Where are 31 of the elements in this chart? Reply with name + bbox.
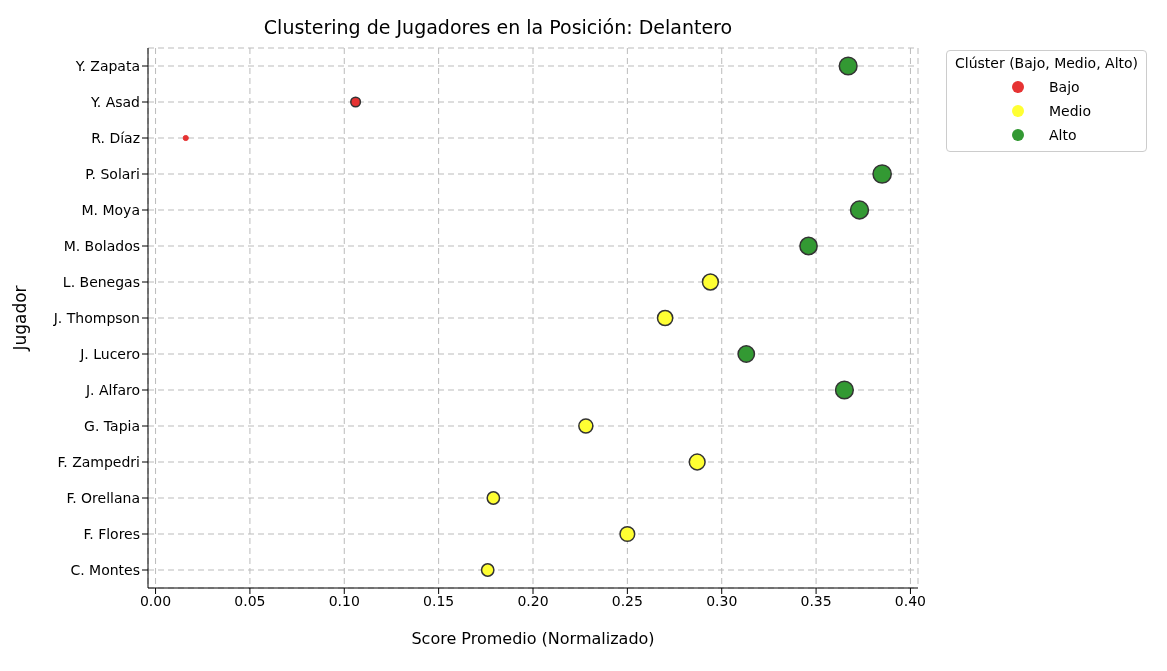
y-tick-label: L. Benegas: [62, 273, 140, 290]
y-tick-label: J. Thompson: [52, 309, 140, 326]
y-tick-label: Y. Asad: [90, 93, 140, 110]
y-tick-label: J. Alfaro: [84, 381, 140, 398]
x-tick-label: 0.10: [328, 592, 360, 609]
y-tick-label: R. Díaz: [91, 129, 140, 146]
x-tick-label: 0.15: [423, 592, 455, 609]
legend-label: Medio: [1049, 103, 1092, 119]
y-axis-title: Jugador: [10, 285, 31, 352]
y-tick-label: F. Flores: [83, 525, 140, 542]
y-tick-label: J. Lucero: [79, 345, 140, 362]
x-tick-label: 0.05: [234, 592, 266, 609]
y-tick-label: M. Moya: [81, 201, 140, 218]
y-tick-label: P. Solari: [85, 165, 140, 182]
x-tick-label: 0.20: [517, 592, 549, 609]
legend-label: Alto: [1049, 127, 1077, 143]
x-tick-label: 0.25: [611, 592, 643, 609]
y-tick-label: F. Zampedri: [57, 453, 140, 470]
y-tick-label: F. Orellana: [66, 489, 140, 506]
x-axis-title: Score Promedio (Normalizado): [411, 629, 655, 648]
x-tick-label: 0.35: [800, 592, 832, 609]
chart-title: Clustering de Jugadores en la Posición: Delantero: [263, 16, 733, 38]
x-tick-label: 0.30: [706, 592, 738, 609]
y-tick-label: G. Tapia: [84, 417, 140, 434]
legend-title: Clúster (Bajo, Medio, Alto): [955, 55, 1139, 71]
legend-label: Bajo: [1049, 79, 1080, 95]
x-tick-label: 0.00: [139, 592, 172, 609]
y-tick-label: Y. Zapata: [74, 57, 140, 74]
y-tick-label: M. Bolados: [63, 237, 140, 254]
y-tick-label: C. Montes: [70, 561, 140, 578]
x-tick-label: 0.40: [894, 592, 927, 609]
